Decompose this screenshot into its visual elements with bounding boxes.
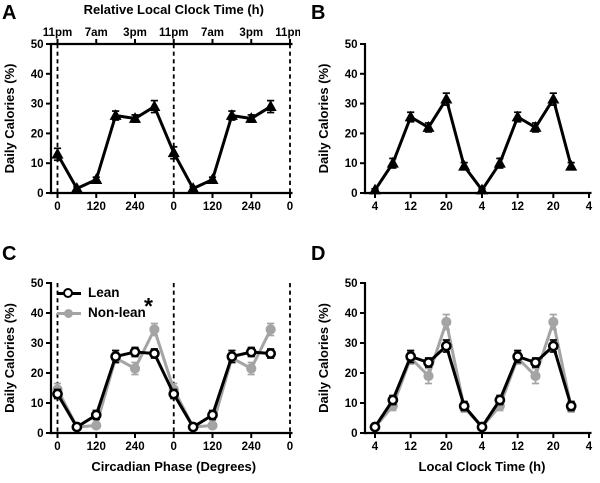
svg-text:30: 30 bbox=[31, 99, 44, 111]
svg-text:240: 240 bbox=[125, 441, 144, 453]
svg-text:7am: 7am bbox=[85, 27, 108, 39]
svg-text:10: 10 bbox=[31, 158, 44, 170]
panel-b-label: B bbox=[311, 2, 326, 24]
svg-text:Circadian Phase (Degrees): Circadian Phase (Degrees) bbox=[91, 459, 256, 474]
legend-item-lean: Lean bbox=[57, 283, 146, 303]
panel-c-chart: 0 10 20 30 40 50 Daily Calories (%) 0 120 240 0 120… bbox=[2, 278, 293, 474]
svg-text:20: 20 bbox=[31, 368, 44, 380]
svg-text:Daily Calories (%): Daily Calories (%) bbox=[2, 303, 17, 413]
svg-text:0: 0 bbox=[54, 441, 60, 453]
panel-d-label: D bbox=[311, 243, 326, 265]
svg-text:0: 0 bbox=[37, 428, 43, 440]
svg-text:240: 240 bbox=[125, 201, 144, 213]
svg-text:10: 10 bbox=[345, 158, 358, 170]
svg-text:20: 20 bbox=[345, 368, 358, 380]
svg-text:0: 0 bbox=[37, 188, 43, 200]
svg-text:10: 10 bbox=[31, 398, 44, 410]
panel-d-chart: 0 10 20 30 40 50 Daily Calories (%) 4 12 20 4 12 20 4… bbox=[316, 278, 593, 474]
svg-text:0: 0 bbox=[171, 201, 177, 213]
svg-text:Local Clock Time (h): Local Clock Time (h) bbox=[419, 459, 546, 474]
svg-text:0: 0 bbox=[287, 441, 293, 453]
svg-text:40: 40 bbox=[31, 308, 44, 320]
svg-text:0: 0 bbox=[287, 201, 293, 213]
svg-text:120: 120 bbox=[87, 201, 106, 213]
legend-label-lean: Lean bbox=[88, 285, 120, 301]
svg-text:11pm: 11pm bbox=[159, 27, 188, 39]
svg-text:30: 30 bbox=[345, 338, 358, 350]
svg-text:50: 50 bbox=[31, 39, 44, 51]
svg-text:0: 0 bbox=[351, 428, 357, 440]
legend-label-nonlean: Non-lean bbox=[88, 305, 146, 321]
svg-text:120: 120 bbox=[87, 441, 106, 453]
svg-text:Relative Local Clock Time (h): Relative Local Clock Time (h) bbox=[84, 2, 264, 17]
svg-text:Daily Calories (%): Daily Calories (%) bbox=[316, 64, 331, 174]
svg-text:12: 12 bbox=[511, 201, 524, 213]
svg-text:30: 30 bbox=[345, 99, 358, 111]
svg-text:50: 50 bbox=[345, 278, 358, 290]
svg-text:20: 20 bbox=[345, 128, 358, 140]
svg-text:20: 20 bbox=[440, 201, 453, 213]
legend-item-nonlean: Non-lean bbox=[57, 303, 146, 323]
svg-text:Daily Calories (%): Daily Calories (%) bbox=[2, 64, 17, 174]
svg-text:20: 20 bbox=[31, 128, 44, 140]
significance-asterisk: * bbox=[144, 293, 153, 319]
lean-marker-icon bbox=[57, 287, 81, 299]
svg-text:120: 120 bbox=[203, 201, 222, 213]
svg-text:3pm: 3pm bbox=[239, 27, 263, 39]
svg-text:4: 4 bbox=[479, 201, 486, 213]
svg-text:Daily Calories (%): Daily Calories (%) bbox=[316, 303, 331, 413]
svg-text:12: 12 bbox=[404, 201, 417, 213]
svg-text:50: 50 bbox=[31, 278, 44, 290]
svg-text:4: 4 bbox=[586, 201, 593, 213]
svg-text:240: 240 bbox=[242, 441, 261, 453]
svg-text:240: 240 bbox=[242, 201, 261, 213]
svg-text:30: 30 bbox=[31, 338, 44, 350]
svg-text:4: 4 bbox=[372, 441, 379, 453]
svg-text:20: 20 bbox=[547, 441, 560, 453]
svg-text:12: 12 bbox=[404, 441, 417, 453]
svg-text:40: 40 bbox=[31, 69, 44, 81]
svg-text:40: 40 bbox=[345, 69, 358, 81]
svg-text:10: 10 bbox=[345, 398, 358, 410]
svg-text:0: 0 bbox=[351, 188, 357, 200]
svg-text:50: 50 bbox=[345, 39, 358, 51]
panel-c: C 0 10 20 30 40 50 Daily Calories (%) 0 120 240 0 1… bbox=[0, 241, 300, 483]
panel-b: B 0 10 20 30 40 50 Daily Calories (%) 4 12 20 4 12 2… bbox=[300, 0, 600, 241]
svg-text:3pm: 3pm bbox=[123, 27, 147, 39]
panel-d: D 0 10 20 30 40 50 Daily Calories (%) 4 12 20 4 12 2… bbox=[300, 241, 600, 483]
svg-text:0: 0 bbox=[171, 441, 177, 453]
svg-text:4: 4 bbox=[586, 441, 593, 453]
svg-text:120: 120 bbox=[203, 441, 222, 453]
svg-text:11pm: 11pm bbox=[43, 27, 72, 39]
svg-text:4: 4 bbox=[372, 201, 379, 213]
panel-c-label: C bbox=[2, 243, 17, 265]
svg-text:11pm: 11pm bbox=[275, 27, 300, 39]
svg-text:40: 40 bbox=[345, 308, 358, 320]
panel-a-chart: 0 10 20 30 40 50 Daily Calories (%) 0 120 240 0 120… bbox=[2, 2, 300, 213]
legend: Lean Non-lean bbox=[57, 283, 146, 323]
panel-b-chart: 0 10 20 30 40 50 Daily Calories (%) 4 12 20 4 12 20 4 bbox=[316, 39, 593, 213]
panel-a-label: A bbox=[2, 2, 17, 24]
svg-text:20: 20 bbox=[440, 441, 453, 453]
panel-a: A 0 10 20 30 40 50 Daily Calories (%) 0 120 240 0 1… bbox=[0, 0, 300, 241]
svg-text:20: 20 bbox=[547, 201, 560, 213]
svg-text:12: 12 bbox=[511, 441, 524, 453]
svg-text:7am: 7am bbox=[201, 27, 224, 39]
svg-text:4: 4 bbox=[479, 441, 486, 453]
nonlean-marker-icon bbox=[57, 307, 81, 319]
svg-text:0: 0 bbox=[54, 201, 60, 213]
